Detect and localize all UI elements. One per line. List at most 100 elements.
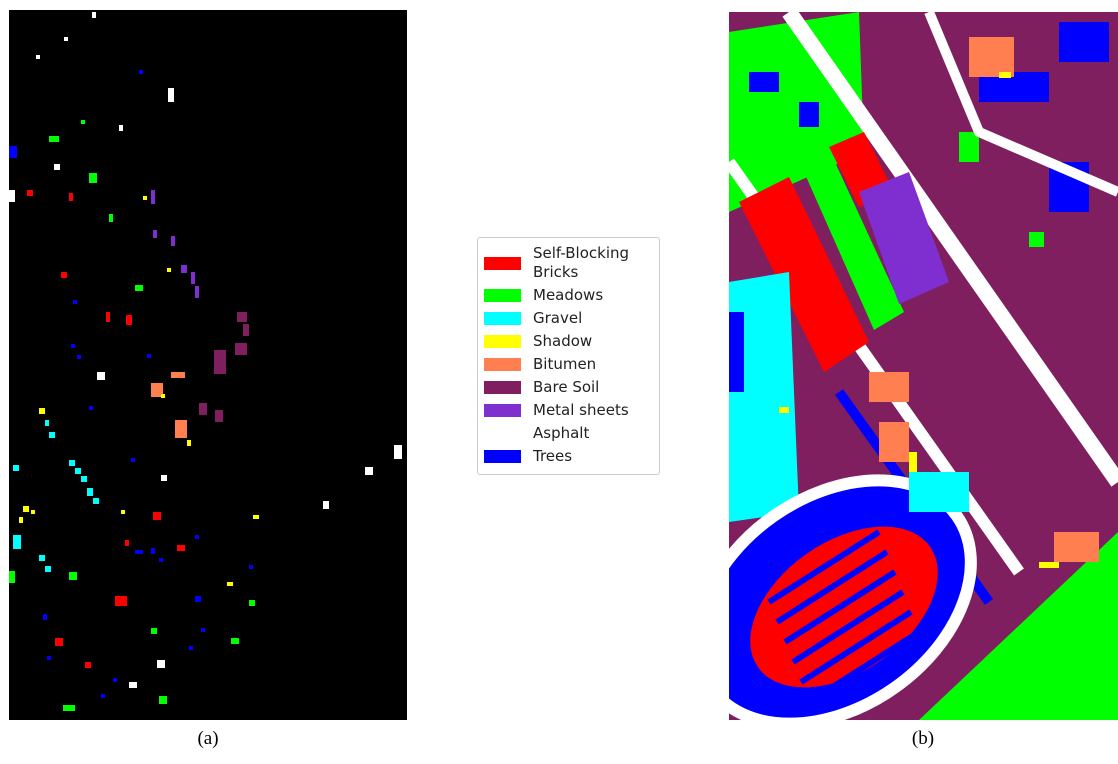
sample-patch [171, 372, 185, 378]
map-region [799, 102, 819, 127]
sample-patch [153, 512, 161, 520]
map-region [999, 72, 1011, 78]
sample-patch [153, 230, 157, 238]
map-region [1029, 232, 1044, 247]
legend-item: Meadows [484, 286, 654, 305]
legend-swatch [484, 257, 521, 270]
map-region [909, 452, 917, 472]
map-region [1039, 562, 1059, 568]
legend-item: Shadow [484, 332, 654, 351]
sample-patch [77, 355, 81, 359]
map-region [779, 407, 789, 413]
sample-patch [109, 214, 113, 222]
sample-patch [89, 173, 97, 183]
sample-patch [161, 394, 165, 398]
sample-patch [231, 638, 239, 644]
legend-label: Gravel [533, 309, 651, 328]
sample-patch [151, 548, 155, 554]
sample-patch [161, 475, 167, 481]
sample-patch [31, 510, 35, 514]
sample-patch [119, 125, 123, 131]
sample-patch [73, 300, 77, 304]
sample-patch [113, 678, 117, 682]
sample-patch [147, 354, 151, 358]
sample-patch [394, 445, 402, 459]
sample-patch [9, 146, 17, 158]
sample-patch [249, 600, 255, 606]
sample-patch [9, 190, 15, 202]
sample-patch [129, 682, 137, 688]
map-region [1054, 532, 1099, 562]
sample-patch [121, 510, 125, 514]
legend-swatch [484, 289, 521, 302]
map-region [1059, 22, 1109, 62]
sample-patch [214, 350, 226, 374]
sample-patch [175, 420, 187, 438]
legend-label: Meadows [533, 286, 651, 305]
legend-item: Gravel [484, 309, 654, 328]
sample-patch [85, 662, 91, 668]
sample-patch [201, 628, 205, 632]
sample-patch [55, 638, 63, 646]
legend-swatch [484, 404, 521, 417]
sample-patch [171, 236, 175, 246]
sample-patch [191, 272, 195, 284]
sample-patch [157, 660, 165, 668]
map-region [969, 37, 1014, 77]
sample-patch [49, 136, 59, 142]
sample-patch [131, 458, 135, 462]
sample-patch [126, 315, 132, 325]
sample-patch [36, 55, 40, 59]
sample-patch [159, 696, 167, 704]
sample-patch [227, 582, 233, 586]
legend-label: Self-Blocking Bricks [533, 244, 651, 282]
legend-item: Bitumen [484, 355, 654, 374]
sample-patch [69, 460, 75, 466]
legend-item: Self-Blocking Bricks [484, 244, 654, 282]
map-region [869, 372, 909, 402]
sample-patch [139, 70, 143, 74]
sample-patch [365, 467, 373, 475]
sample-patch [115, 596, 127, 606]
sample-patch [43, 614, 47, 620]
sample-patch [39, 408, 45, 414]
sample-patch [49, 432, 55, 438]
classification-map [729, 12, 1118, 720]
sample-patch [243, 324, 249, 336]
sample-patch [177, 545, 185, 551]
sample-patch [54, 164, 60, 170]
map-region [749, 72, 779, 92]
sample-patch [92, 12, 96, 18]
sample-patch [63, 705, 75, 711]
sample-patch [81, 120, 85, 124]
sample-patch [125, 540, 129, 546]
sample-patch [87, 488, 93, 496]
sample-patch [71, 344, 75, 348]
sample-patch [13, 465, 19, 471]
legend-label: Metal sheets [533, 401, 651, 420]
legend-swatch [484, 312, 521, 325]
sample-patch [93, 498, 99, 504]
figure: Self-Blocking Bricks Meadows Gravel Shadow B… [0, 0, 1118, 764]
map-region [959, 132, 979, 162]
sample-patch [81, 476, 87, 482]
legend-item: Asphalt [484, 424, 654, 443]
sample-patch [19, 517, 23, 523]
sample-patch [69, 193, 73, 201]
legend-label: Asphalt [533, 424, 651, 443]
sample-patch [27, 190, 33, 196]
map-region [879, 422, 909, 462]
legend-item: Metal sheets [484, 401, 654, 420]
sample-patch [45, 566, 51, 572]
legend-swatch [484, 358, 521, 371]
legend-swatch [484, 381, 521, 394]
sample-patch [106, 312, 110, 322]
map-region [729, 272, 799, 522]
sample-patch [151, 190, 155, 204]
sample-patch [61, 272, 67, 278]
sample-patch [195, 596, 201, 602]
legend-label: Shadow [533, 332, 651, 351]
legend-swatch [484, 450, 521, 463]
legend-label: Bare Soil [533, 378, 651, 397]
sample-patch [101, 694, 105, 698]
